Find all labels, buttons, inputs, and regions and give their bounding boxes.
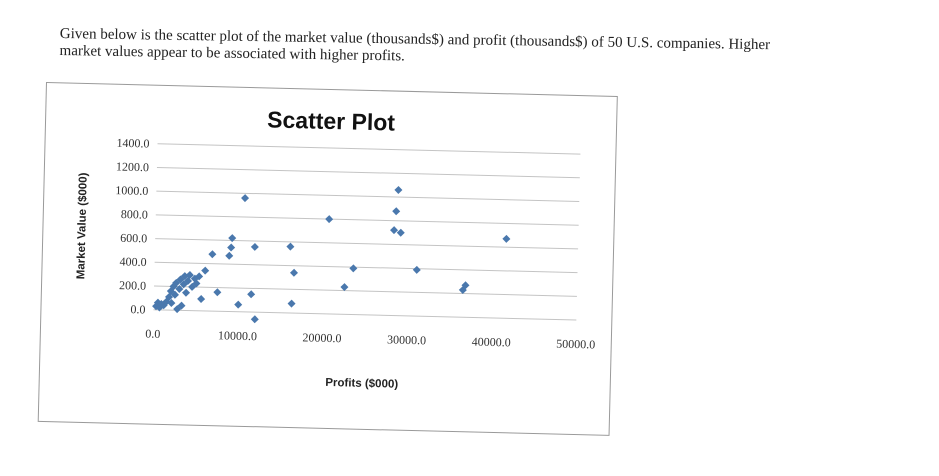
x-tick-label: 10000.0 <box>218 328 257 343</box>
data-points <box>152 185 511 324</box>
y-axis-label: Market Value ($000) <box>75 172 90 279</box>
data-point <box>165 293 174 302</box>
x-tick-label: 30000.0 <box>387 332 426 347</box>
data-point <box>349 264 358 273</box>
data-point <box>182 288 191 297</box>
data-point <box>184 276 193 285</box>
data-point <box>208 250 217 259</box>
data-point <box>247 290 256 299</box>
x-tick-label: 50000.0 <box>556 337 595 352</box>
data-point <box>195 272 204 281</box>
data-point <box>394 185 403 194</box>
data-point <box>412 265 421 274</box>
data-point <box>227 243 236 252</box>
gridline-2 <box>154 261 578 274</box>
y-tick-label: 1200.0 <box>116 159 149 174</box>
data-point <box>192 279 201 288</box>
y-tick-label: 0.0 <box>130 302 145 316</box>
gridline-0 <box>153 309 577 321</box>
gridline-1 <box>154 285 577 297</box>
x-tick-label: 40000.0 <box>472 334 511 349</box>
data-point <box>286 242 295 251</box>
y-tick-label: 200.0 <box>119 278 146 293</box>
gridline-3 <box>155 238 579 250</box>
data-point <box>234 300 243 309</box>
chart-container: Scatter Plot 0.0 200.0 400.0 600.0 800.0 1000… <box>37 82 618 436</box>
data-point <box>225 251 234 260</box>
gridline-7 <box>157 143 581 155</box>
y-tick-label: 400.0 <box>119 254 146 269</box>
y-tick-labels: 0.0 200.0 400.0 600.0 800.0 1000.0 1200.0 1400.… <box>115 136 149 317</box>
x-tick-label: 20000.0 <box>302 330 341 345</box>
intro-text: Given below is the scatter plot of the m… <box>59 26 899 73</box>
data-point <box>396 228 405 237</box>
data-point <box>177 301 186 310</box>
y-tick-label: 800.0 <box>121 207 148 222</box>
data-point <box>390 226 399 235</box>
data-point <box>250 315 259 324</box>
data-point <box>392 207 401 216</box>
y-tick-label: 1000.0 <box>115 183 148 198</box>
x-tick-labels: 0.0 10000.0 20000.0 30000.0 40000.0 50000.0 <box>145 327 595 352</box>
y-tick-label: 600.0 <box>120 231 147 246</box>
data-point <box>290 268 299 277</box>
data-point <box>197 294 206 303</box>
data-point <box>502 234 511 243</box>
data-point <box>461 281 470 290</box>
data-point <box>201 266 210 275</box>
gridline-4 <box>155 214 579 226</box>
grid-lines <box>153 143 581 321</box>
gridline-5 <box>156 190 580 202</box>
data-point <box>228 234 237 243</box>
data-point <box>241 194 250 203</box>
data-point <box>185 271 194 279</box>
data-point <box>167 299 176 308</box>
data-point <box>287 299 296 308</box>
x-tick-label: 0.0 <box>145 327 160 341</box>
data-point <box>170 290 179 299</box>
scatter-plot: 0.0 200.0 400.0 600.0 800.0 1000.0 1200.0 1400.… <box>75 136 595 391</box>
data-point <box>250 242 259 251</box>
y-tick-label: 1400.0 <box>116 136 149 151</box>
data-point <box>175 284 184 293</box>
x-axis-label: Profits ($000) <box>325 377 398 391</box>
gridline-6 <box>156 166 580 179</box>
data-point <box>213 288 222 297</box>
data-point <box>340 283 349 292</box>
data-point <box>325 215 334 224</box>
